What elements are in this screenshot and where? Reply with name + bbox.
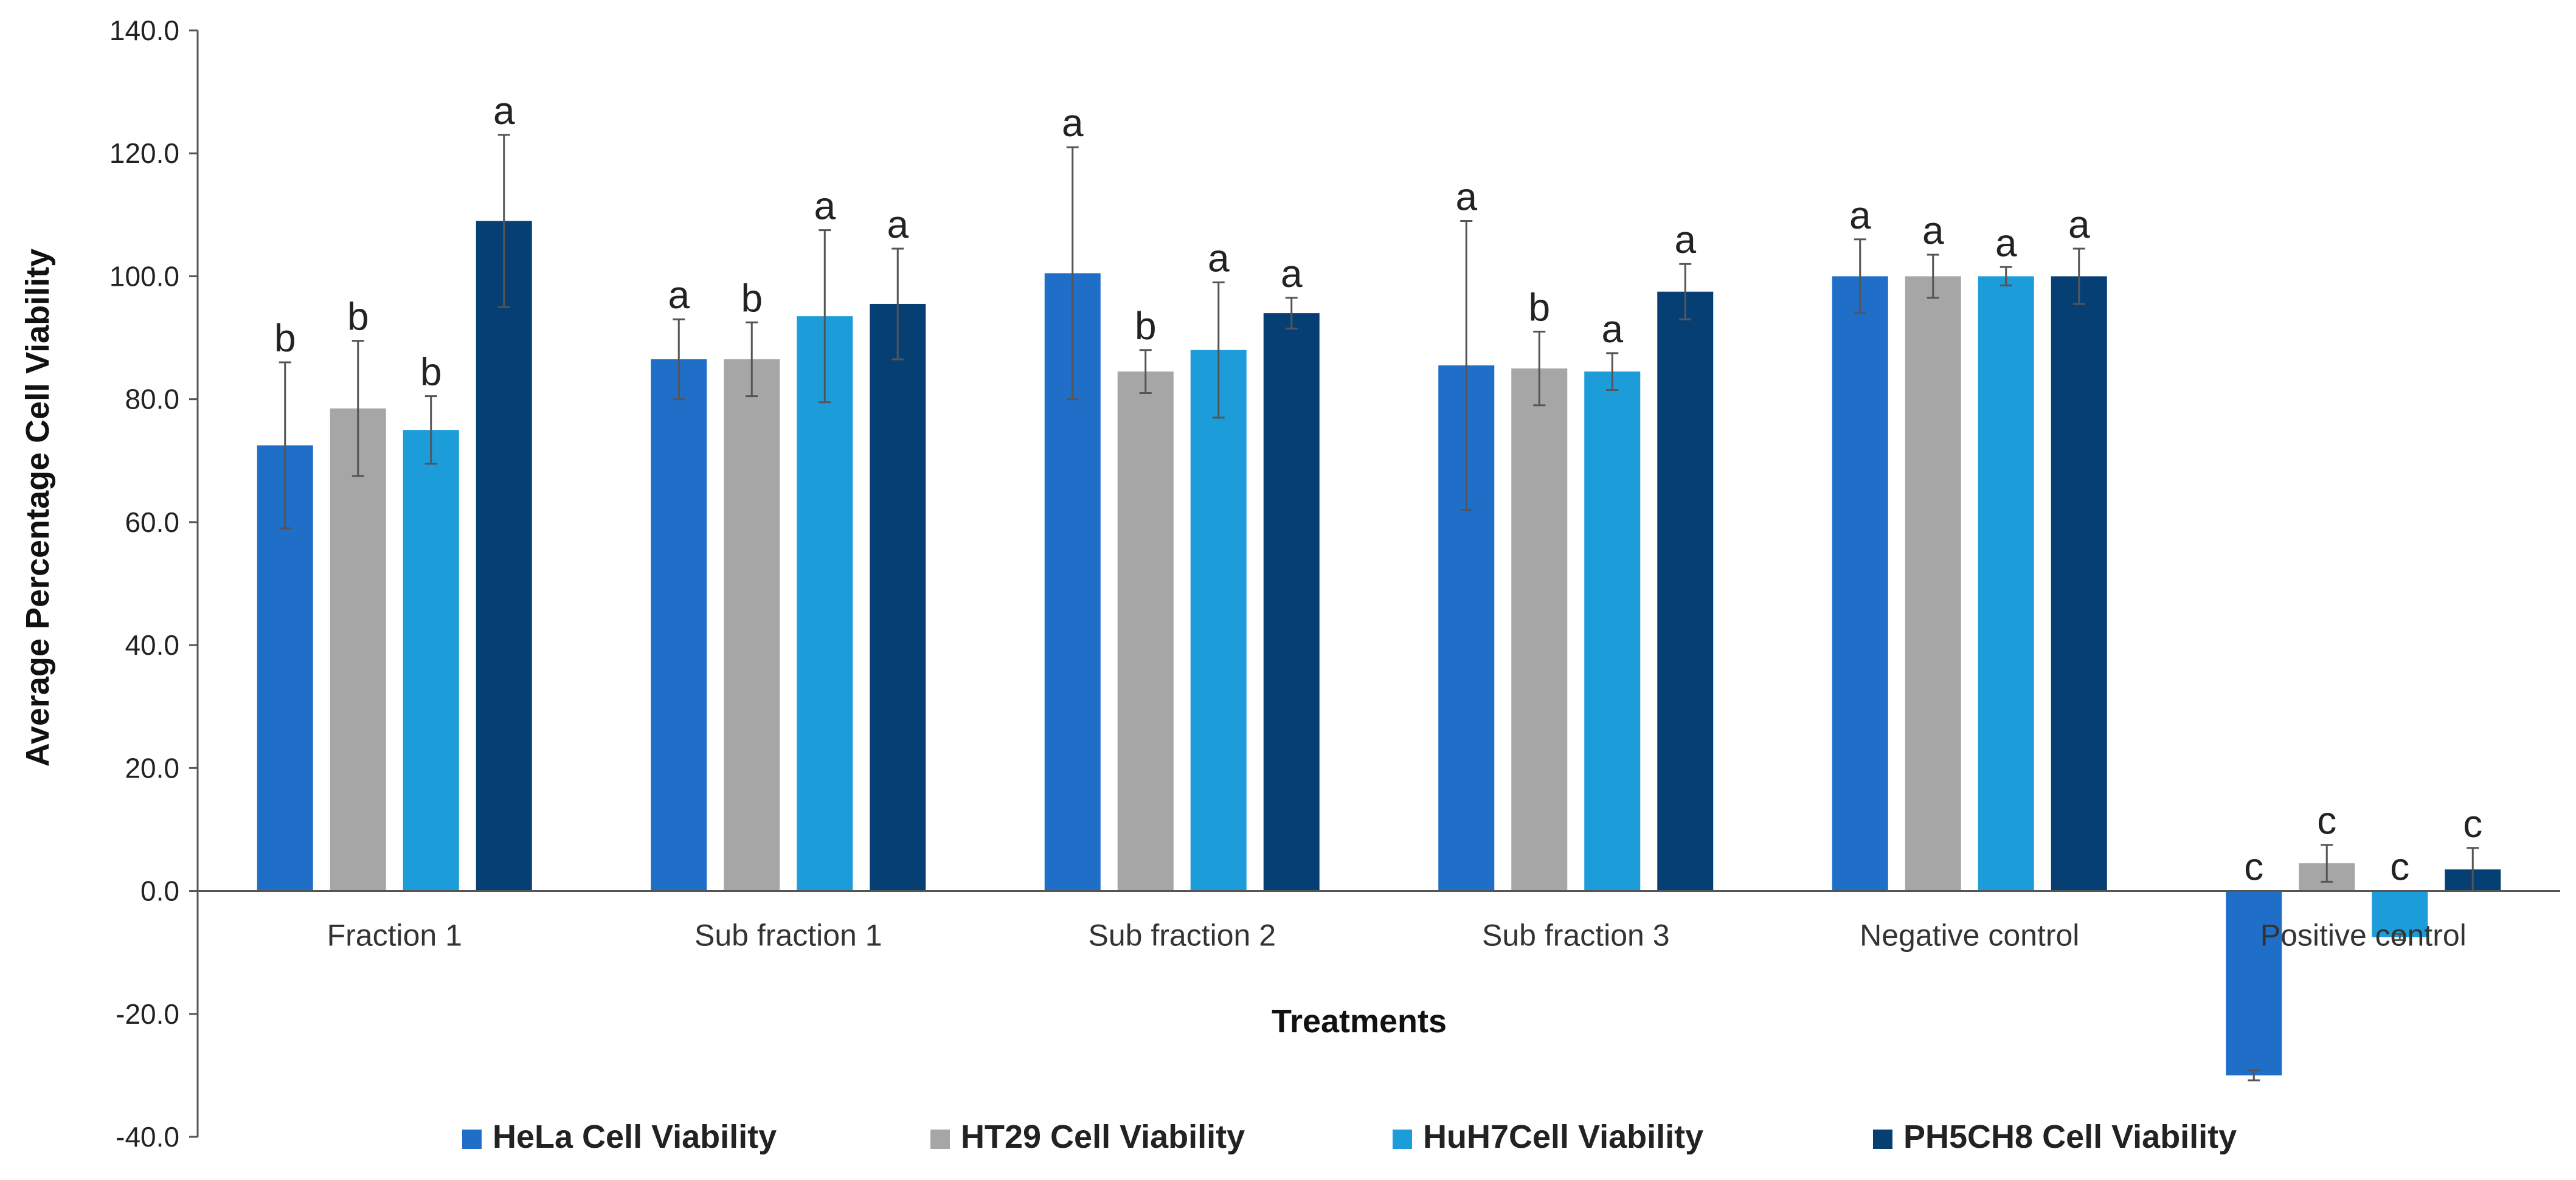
bar [870, 303, 926, 891]
bar [1832, 276, 1888, 891]
y-tick-label: 60.0 [125, 506, 179, 538]
y-tick-label: 80.0 [125, 384, 179, 415]
y-axis-title: Average Percentage Cell Viability [19, 249, 56, 767]
bar [476, 221, 532, 891]
y-tick-label: 0.0 [140, 875, 179, 907]
significance-letter: a [668, 273, 690, 317]
category-label: Sub fraction 3 [1482, 919, 1670, 953]
bar [1657, 291, 1714, 891]
bar [1978, 276, 2034, 891]
y-tick-label: 140.0 [109, 15, 179, 46]
bar [1117, 371, 1174, 891]
legend-swatch [930, 1130, 950, 1149]
legend-label: PH5CH8 Cell Viability [1903, 1119, 2237, 1155]
significance-letter: b [347, 295, 369, 339]
category-label: Negative control [1860, 919, 2079, 953]
significance-letter: a [1674, 218, 1696, 261]
category-label: Fraction 1 [327, 919, 462, 953]
bars [257, 221, 2501, 1075]
significance-letter: a [1849, 193, 1871, 237]
x-axis-title: Treatments [1272, 1003, 1447, 1040]
y-axis-ticks: 140.0 120.0 100.0 80.0 60.0 40.0 20.0 0.0 -20.0 -… [109, 15, 198, 1153]
significance-letter: a [1281, 252, 1303, 295]
significance-letter: b [274, 316, 296, 360]
legend: HeLa Cell Viability HT29 Cell Viability Hu… [462, 1119, 2237, 1155]
y-tick-label: 20.0 [125, 752, 179, 784]
bar [1190, 350, 1247, 891]
significance-letter: b [741, 276, 763, 320]
significance-letter: a [887, 202, 909, 246]
bar [797, 316, 853, 891]
legend-swatch [1873, 1130, 1892, 1149]
significance-letter: c [2390, 845, 2409, 889]
y-tick-label: 120.0 [109, 137, 179, 169]
bar [651, 359, 707, 891]
significance-letter: a [1208, 236, 1230, 280]
legend-label: HuH7Cell Viability [1423, 1119, 1703, 1155]
category-label: Sub fraction 2 [1088, 919, 1276, 953]
category-label: Positive control [2260, 919, 2467, 953]
significance-letter: c [2317, 799, 2336, 843]
legend-label: HeLa Cell Viability [493, 1119, 777, 1155]
y-tick-label: -40.0 [116, 1121, 179, 1153]
significance-letter: c [2463, 802, 2482, 846]
bar [403, 430, 459, 891]
bar [2226, 891, 2282, 1075]
bar [1263, 313, 1320, 891]
bar [2372, 891, 2428, 937]
significance-letters: b b b a a b a a a b a a a b a a a a a a c c c c [274, 89, 2482, 889]
y-tick-label: -20.0 [116, 998, 179, 1030]
x-axis-category-labels: Fraction 1 Sub fraction 1 Sub fraction 2 Su… [327, 919, 2467, 953]
significance-letter: b [1135, 304, 1157, 348]
significance-letter: a [1455, 174, 1477, 218]
significance-letter: a [493, 89, 515, 133]
y-tick-label: 40.0 [125, 629, 179, 661]
y-tick-label: 100.0 [109, 260, 179, 292]
significance-letter: b [1528, 285, 1550, 329]
significance-letter: a [1995, 221, 2017, 264]
bar [1905, 276, 1961, 891]
bar [2051, 276, 2107, 891]
category-label: Sub fraction 1 [694, 919, 882, 953]
significance-letter: a [1922, 209, 1944, 252]
legend-label: HT29 Cell Viability [961, 1119, 1245, 1155]
bar [1584, 371, 1641, 891]
significance-letter: a [1601, 307, 1623, 351]
bar [724, 359, 780, 891]
significance-letter: c [2244, 845, 2263, 889]
significance-letter: b [420, 350, 442, 394]
legend-swatch [462, 1130, 482, 1149]
bar [330, 408, 386, 891]
legend-swatch [1393, 1130, 1412, 1149]
bar [1511, 368, 1568, 891]
error-bars [279, 134, 2479, 1082]
significance-letter: a [1062, 101, 1084, 145]
significance-letter: a [2068, 202, 2090, 246]
significance-letter: a [814, 184, 836, 228]
